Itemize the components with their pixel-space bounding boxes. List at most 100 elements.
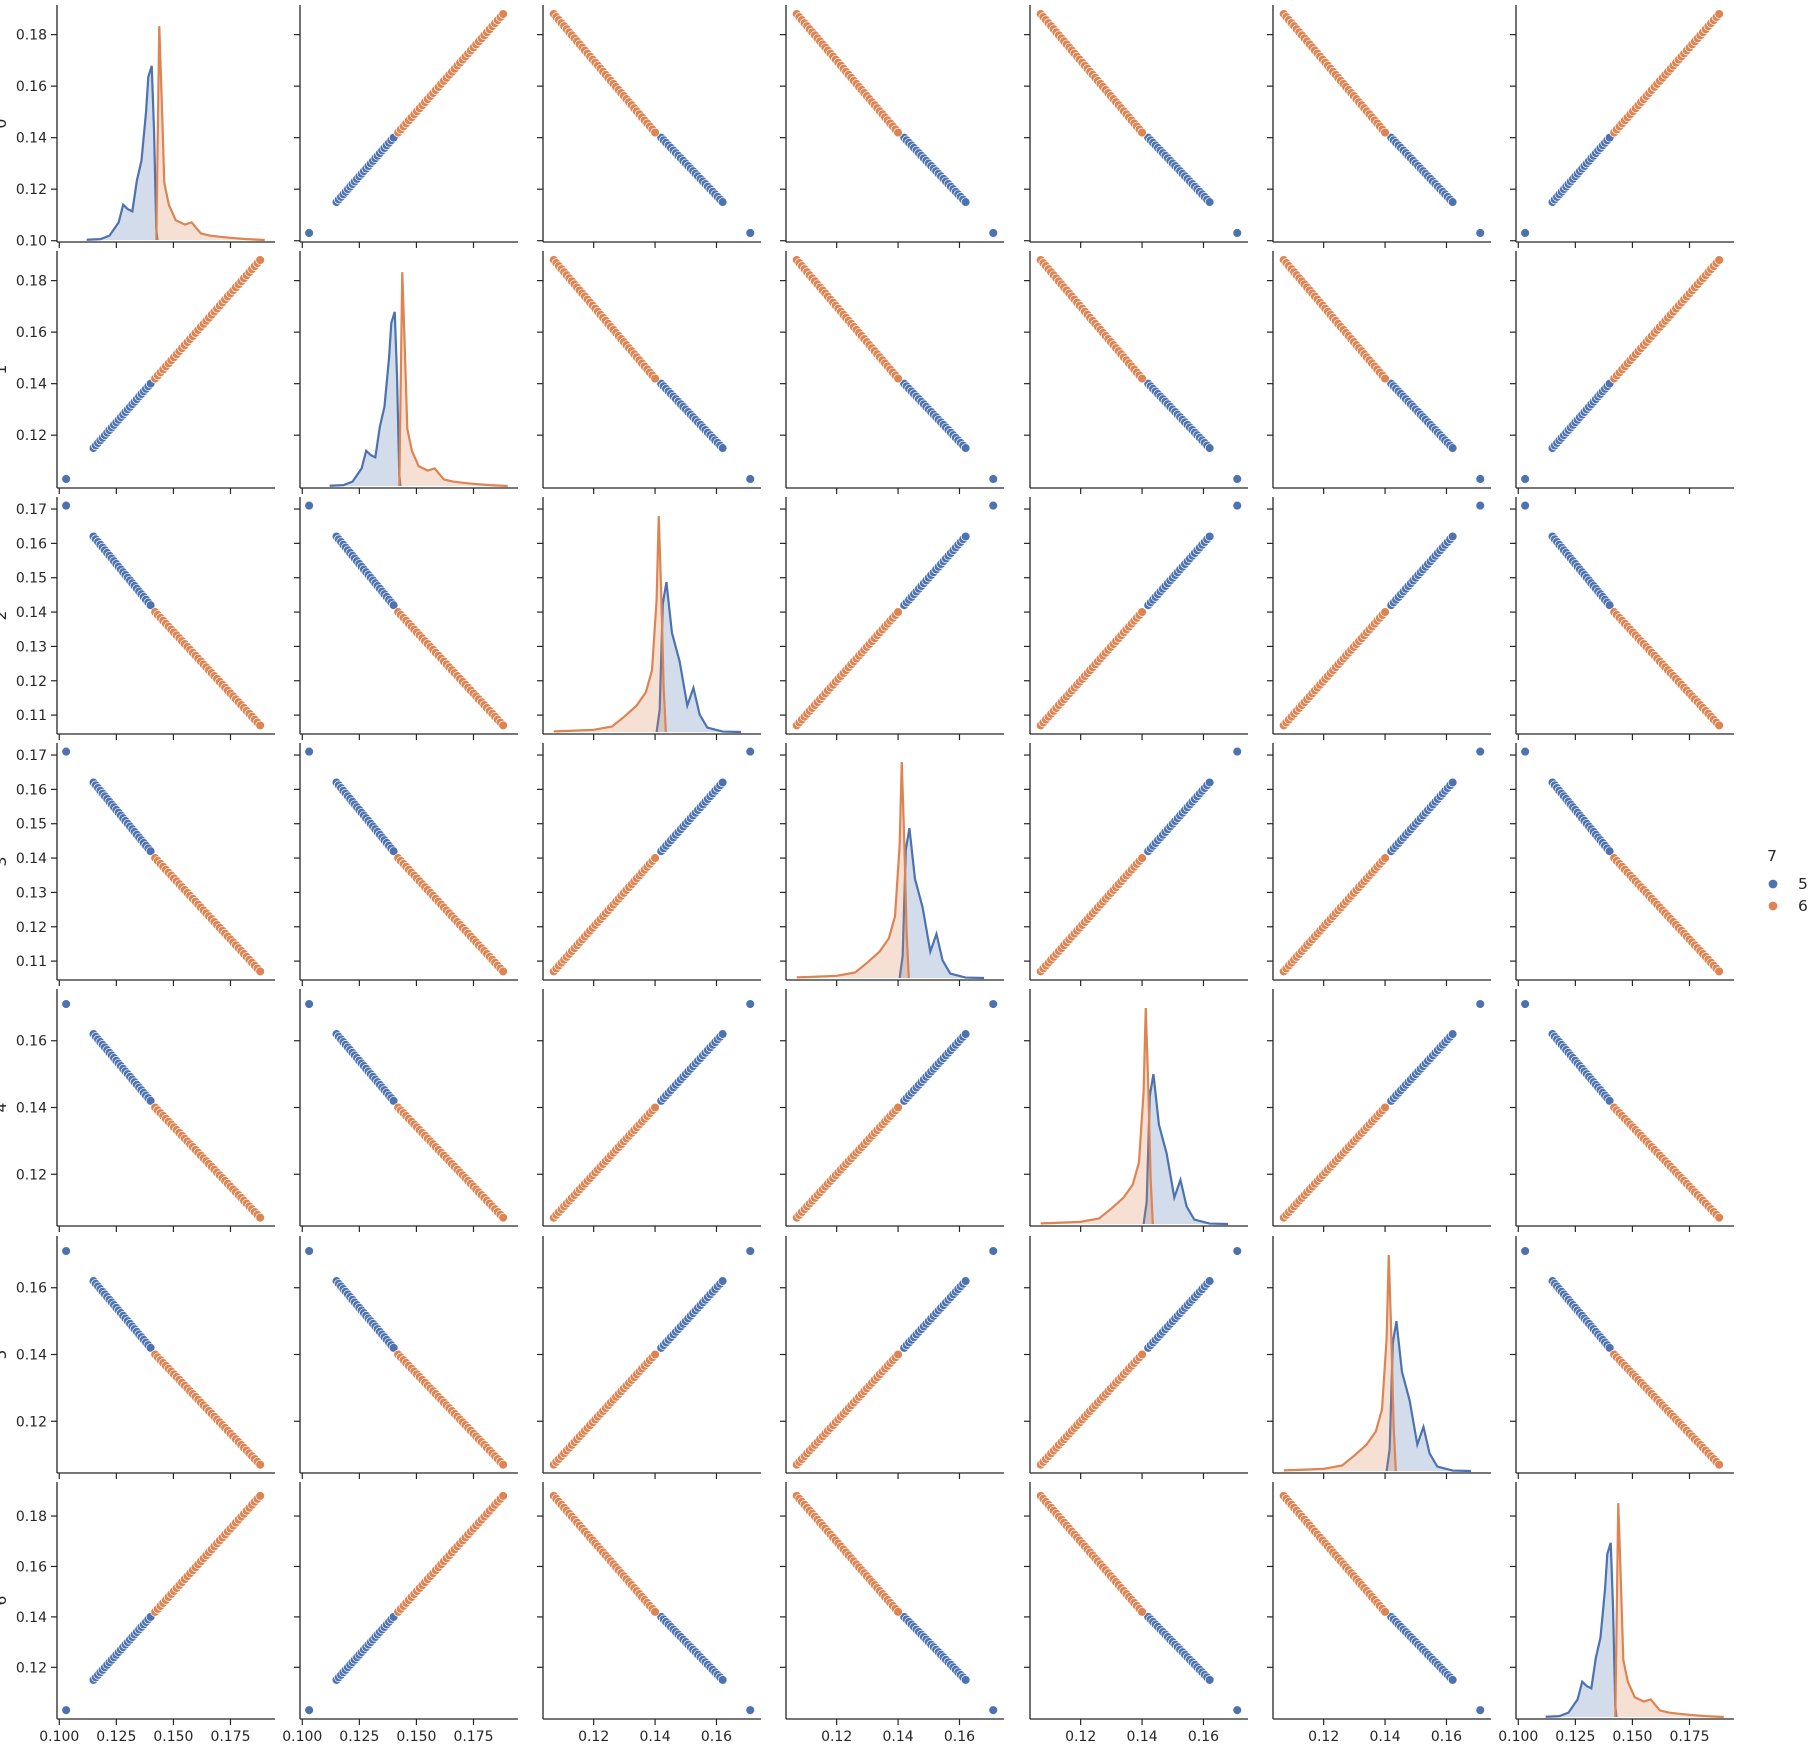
y-axis-label: 4 (0, 1103, 10, 1113)
panel-r6-c5: 0.12 0.14 0.16 5 (1267, 1482, 1491, 1750)
scatter-point (893, 1607, 903, 1617)
x-tick-label: 0.100 (39, 1729, 79, 1745)
kde-fill-orange (399, 272, 508, 486)
scatter-point (304, 1246, 314, 1256)
scatter-point (988, 1246, 999, 1256)
scatter-point (1520, 474, 1530, 484)
scatter-point (1380, 853, 1390, 863)
scatter-point (960, 531, 971, 542)
panel-r5-c5 (1267, 1236, 1491, 1479)
scatter-point (745, 228, 756, 238)
scatter-point (745, 999, 756, 1009)
kde-line-orange (155, 26, 265, 242)
scatter-point (1447, 777, 1458, 788)
y-tick-label: 0.16 (16, 782, 47, 798)
panel-r4-c4 (1024, 989, 1248, 1232)
legend: 7 5 6 (1767, 847, 1808, 915)
scatter-point (1714, 966, 1724, 977)
scatter-point (1604, 846, 1615, 856)
panel-r1-c5 (1267, 251, 1491, 494)
y-tick-label: 0.14 (16, 605, 47, 621)
legend-label-5: 5 (1798, 875, 1808, 893)
kde-line-orange (553, 515, 667, 733)
x-axis-label: 2 (647, 1747, 657, 1750)
y-tick-label: 0.14 (16, 1101, 47, 1117)
panel-r4-c1 (294, 989, 518, 1232)
scatter-point (498, 1459, 508, 1470)
scatter-point (255, 1459, 265, 1470)
x-tick-label: 0.175 (453, 1729, 493, 1745)
scatter-point (1475, 1705, 1486, 1715)
scatter-point (893, 127, 903, 138)
panel-r1-c1 (294, 251, 518, 494)
scatter-point (61, 1705, 71, 1715)
panel-r2-c0: 0.11 0.12 0.13 0.14 0.15 0.16 0.17 2 (0, 497, 275, 740)
x-tick-label: 0.12 (1308, 1729, 1339, 1745)
x-axis-label: 1 (404, 1747, 414, 1750)
panel-r0-c6 (1510, 5, 1734, 248)
y-tick-label: 0.16 (16, 1281, 47, 1297)
y-tick-label: 0.14 (16, 851, 47, 867)
kde-line-blue (86, 65, 159, 241)
scatter-point (1714, 1459, 1724, 1470)
scatter-point (960, 1276, 971, 1286)
panel-r4-c3 (780, 989, 1004, 1232)
y-tick-label: 0.11 (16, 708, 47, 724)
panel-r5-c0: 0.12 0.14 0.16 5 (0, 1236, 275, 1479)
scatter-point (1604, 600, 1615, 610)
x-axis-label: 3 (890, 1747, 900, 1750)
scatter-point (1604, 1096, 1615, 1106)
kde-fill-orange (1040, 1007, 1153, 1224)
scatter-point (498, 1212, 508, 1223)
panel-r4-c0: 0.12 0.14 0.16 4 (0, 989, 275, 1232)
scatter-point (1232, 746, 1243, 757)
kde-fill-blue (1143, 1074, 1229, 1224)
scatter-point (304, 228, 314, 238)
kde-fill-blue (86, 65, 158, 240)
panel-r3-c3 (780, 743, 1004, 986)
kde-line-blue (1545, 1542, 1618, 1718)
x-tick-label: 0.12 (821, 1729, 852, 1745)
scatter-point (61, 746, 71, 757)
y-axis-label: 5 (0, 1350, 10, 1360)
scatter-point (1714, 720, 1724, 731)
scatter-point (1232, 474, 1243, 484)
y-tick-label: 0.11 (16, 954, 47, 970)
legend-title: 7 (1767, 847, 1777, 865)
x-tick-label: 0.125 (1555, 1729, 1595, 1745)
y-tick-label: 0.17 (16, 748, 47, 764)
x-tick-label: 0.175 (1669, 1729, 1709, 1745)
x-tick-label: 0.16 (701, 1729, 732, 1745)
y-tick-label: 0.18 (16, 28, 47, 44)
scatter-point (650, 853, 660, 863)
x-tick-label: 0.14 (1126, 1729, 1157, 1745)
scatter-point (960, 1029, 971, 1039)
panel-r1-c4 (1024, 251, 1248, 494)
panel-r1-c6 (1510, 251, 1734, 494)
scatter-point (1475, 999, 1486, 1009)
y-tick-label: 0.15 (16, 817, 47, 833)
scatter-point (1204, 1675, 1215, 1685)
scatter-point (1137, 1349, 1147, 1360)
y-tick-label: 0.16 (16, 1034, 47, 1050)
x-axis-label: 6 (1620, 1747, 1630, 1750)
kde-fill-blue (899, 828, 985, 978)
kde-line-orange (1040, 1007, 1154, 1225)
scatter-point (498, 1491, 508, 1501)
scatter-point (145, 846, 156, 856)
y-tick-label: 0.12 (16, 1167, 47, 1183)
scatter-point (304, 999, 314, 1009)
scatter-point (1137, 853, 1147, 863)
x-axis-label: 4 (1134, 1747, 1144, 1750)
scatter-point (255, 720, 265, 731)
scatter-point (1447, 531, 1458, 542)
scatter-point (650, 1102, 660, 1113)
scatter-point (1520, 1246, 1530, 1256)
scatter-point (1204, 443, 1215, 453)
scatter-point (960, 443, 971, 453)
x-tick-label: 0.14 (1369, 1729, 1400, 1745)
legend-label-6: 6 (1798, 897, 1808, 915)
panel-r0-c3 (780, 5, 1004, 248)
panel-r3-c6 (1510, 743, 1734, 986)
panel-r4-c2 (537, 989, 761, 1232)
